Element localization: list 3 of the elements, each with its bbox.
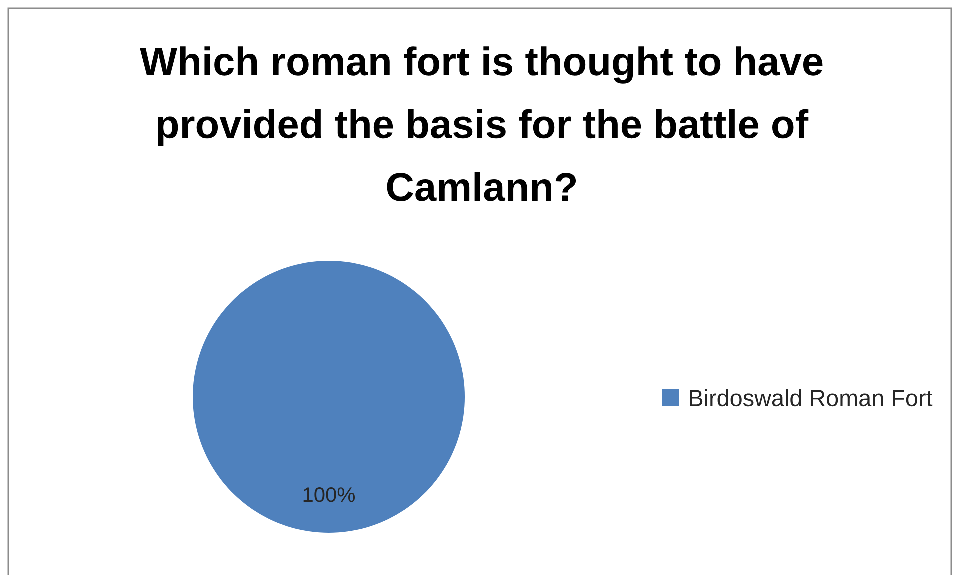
legend-label: Birdoswald Roman Fort <box>690 389 933 407</box>
data-label: 100% <box>304 487 356 502</box>
chart-title: Which roman fort is thought to have provided the basis for the battle of Camlann? <box>140 46 823 202</box>
